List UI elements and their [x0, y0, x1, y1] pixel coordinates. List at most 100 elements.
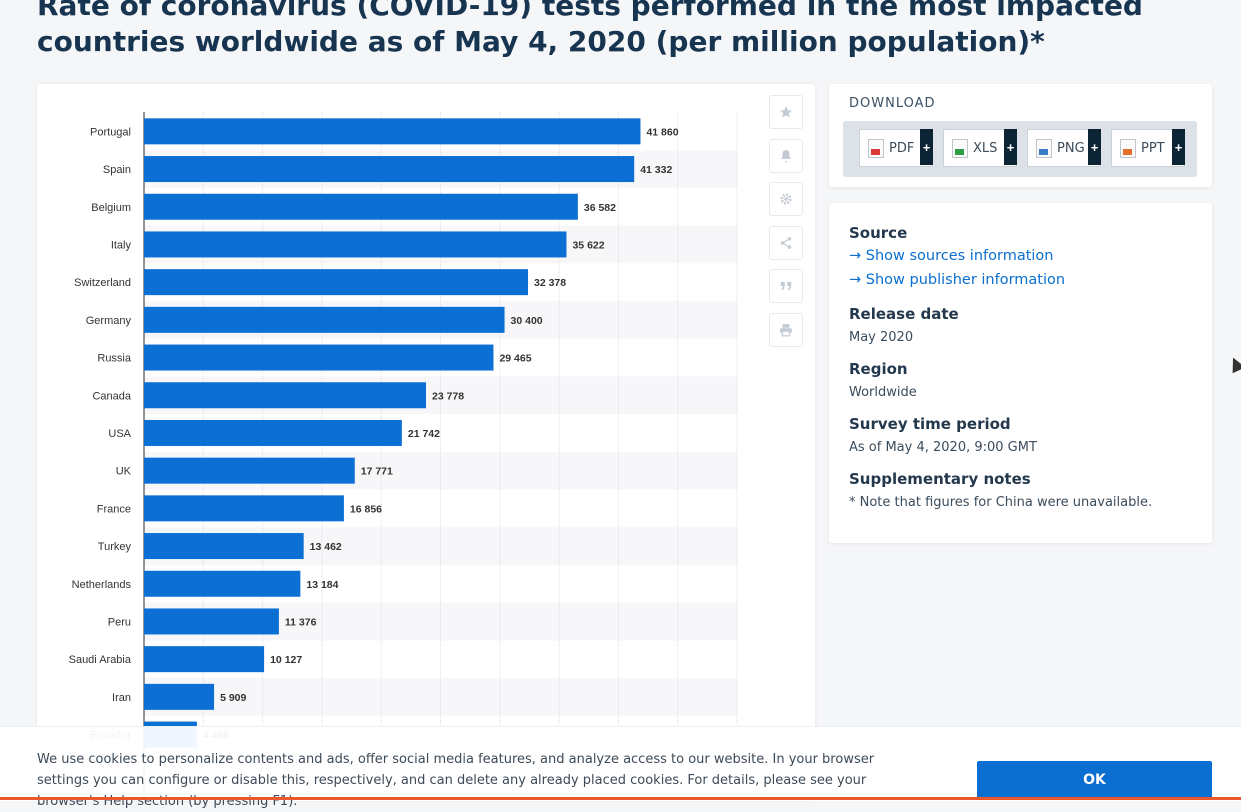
- download-ppt-label: PPT: [1141, 140, 1165, 156]
- value-label: 30 400: [511, 315, 543, 327]
- category-label: Canada: [92, 390, 131, 402]
- source-heading: Source: [849, 224, 908, 242]
- download-png-plus[interactable]: +: [1088, 129, 1101, 165]
- bar-canada: [144, 382, 427, 409]
- chart-card: Portugal 41 860 Spain 41 332 Belgium 36 582 It…: [37, 84, 815, 800]
- category-label: Spain: [103, 164, 131, 176]
- category-label: Belgium: [91, 202, 131, 214]
- value-label: 41 332: [640, 164, 672, 176]
- png-file-icon: [1036, 138, 1052, 158]
- bar-germany: [144, 306, 505, 333]
- category-label: Netherlands: [72, 579, 132, 591]
- bar-italy: [144, 231, 567, 258]
- category-label: Portugal: [90, 126, 131, 138]
- download-bar: PDF + XLS + PNG + PPT +: [843, 121, 1197, 177]
- value-label: 5 909: [220, 692, 246, 704]
- share-icon: [780, 236, 792, 249]
- bar-chart: Portugal 41 860 Spain 41 332 Belgium 36 582 It…: [69, 112, 738, 800]
- region-value: Worldwide: [849, 385, 917, 400]
- cookie-ok-button[interactable]: OK: [977, 761, 1212, 799]
- category-label: Italy: [111, 239, 132, 251]
- bar-belgium: [144, 193, 578, 220]
- category-label: USA: [108, 428, 131, 440]
- bar-switzerland: [144, 269, 529, 296]
- value-label: 16 856: [350, 503, 382, 515]
- show-sources-link[interactable]: → Show sources information: [849, 248, 1054, 264]
- download-png-label: PNG: [1057, 140, 1085, 156]
- notification-button[interactable]: [769, 138, 803, 173]
- value-label: 21 742: [408, 428, 440, 440]
- release-date-value: May 2020: [849, 330, 914, 345]
- value-label: 23 778: [432, 390, 464, 402]
- value-label: 41 860: [646, 126, 678, 138]
- xls-file-icon: [952, 138, 968, 158]
- bar-saudi-arabia: [144, 646, 265, 673]
- download-pdf-label: PDF: [889, 140, 915, 156]
- share-button[interactable]: [769, 225, 803, 260]
- download-title: DOWNLOAD: [849, 96, 936, 111]
- supplementary-notes-heading: Supplementary notes: [849, 470, 1031, 488]
- download-ppt-button[interactable]: PPT +: [1111, 129, 1185, 167]
- release-date-heading: Release date: [849, 305, 959, 323]
- value-label: 29 465: [499, 353, 531, 365]
- download-png-button[interactable]: PNG +: [1027, 129, 1101, 167]
- info-card: Source → Show sources information → Show…: [829, 203, 1212, 543]
- bar-portugal: [144, 118, 641, 145]
- chart-toolbar: [769, 95, 803, 356]
- value-label: 36 582: [584, 202, 616, 214]
- bar-turkey: [144, 533, 304, 560]
- download-pdf-plus[interactable]: +: [920, 129, 933, 165]
- download-ppt-plus[interactable]: +: [1172, 129, 1185, 165]
- favorite-button[interactable]: [769, 95, 803, 129]
- category-label: Peru: [108, 616, 131, 628]
- bottom-strip: [0, 797, 1241, 800]
- ppt-file-icon: [1120, 138, 1136, 158]
- download-xls-button[interactable]: XLS +: [943, 129, 1017, 167]
- cookie-banner: We use cookies to personalize contents a…: [0, 726, 1241, 809]
- value-label: 10 127: [270, 654, 302, 666]
- star-icon: [780, 106, 792, 118]
- category-label: France: [97, 503, 131, 515]
- print-icon: [780, 323, 792, 336]
- bar-usa: [144, 419, 402, 446]
- region-heading: Region: [849, 360, 908, 378]
- bar-uk: [144, 457, 355, 484]
- print-button[interactable]: [769, 312, 803, 347]
- quote-icon: [780, 281, 792, 291]
- gear-icon: [780, 193, 792, 205]
- value-label: 13 184: [306, 579, 338, 591]
- download-xls-label: XLS: [973, 140, 998, 156]
- cite-button[interactable]: [769, 269, 803, 303]
- download-card: DOWNLOAD PDF + XLS + PNG + PPT +: [829, 84, 1212, 187]
- download-pdf-button[interactable]: PDF +: [859, 129, 933, 167]
- value-label: 35 622: [572, 239, 604, 251]
- cookie-text: We use cookies to personalize contents a…: [37, 752, 875, 809]
- survey-period-heading: Survey time period: [849, 415, 1011, 433]
- category-label: Russia: [97, 353, 132, 365]
- mouse-cursor-icon: [1226, 354, 1241, 374]
- survey-period-value: As of May 4, 2020, 9:00 GMT: [849, 440, 1037, 455]
- category-label: UK: [116, 466, 132, 478]
- page-title: Rate of coronavirus (COVID-19) tests per…: [37, 0, 1143, 58]
- category-label: Saudi Arabia: [69, 654, 132, 666]
- download-xls-plus[interactable]: +: [1004, 129, 1017, 165]
- bar-peru: [144, 608, 279, 635]
- bar-iran: [144, 683, 215, 710]
- pdf-file-icon: [868, 138, 884, 158]
- settings-button[interactable]: [769, 182, 803, 216]
- bell-icon: [781, 149, 791, 162]
- bar-spain: [144, 156, 635, 183]
- bar-france: [144, 495, 344, 522]
- value-label: 32 378: [534, 277, 566, 289]
- value-label: 13 462: [310, 541, 342, 553]
- category-label: Turkey: [98, 541, 132, 553]
- category-label: Iran: [112, 692, 131, 704]
- category-label: Switzerland: [74, 277, 131, 289]
- value-label: 17 771: [361, 466, 393, 478]
- value-label: 11 376: [285, 616, 317, 628]
- show-publisher-link[interactable]: → Show publisher information: [849, 272, 1066, 288]
- bar-netherlands: [144, 570, 301, 597]
- bar-russia: [144, 344, 494, 371]
- supplementary-notes-value: * Note that figures for China were unava…: [849, 495, 1153, 510]
- category-label: Germany: [86, 315, 132, 327]
